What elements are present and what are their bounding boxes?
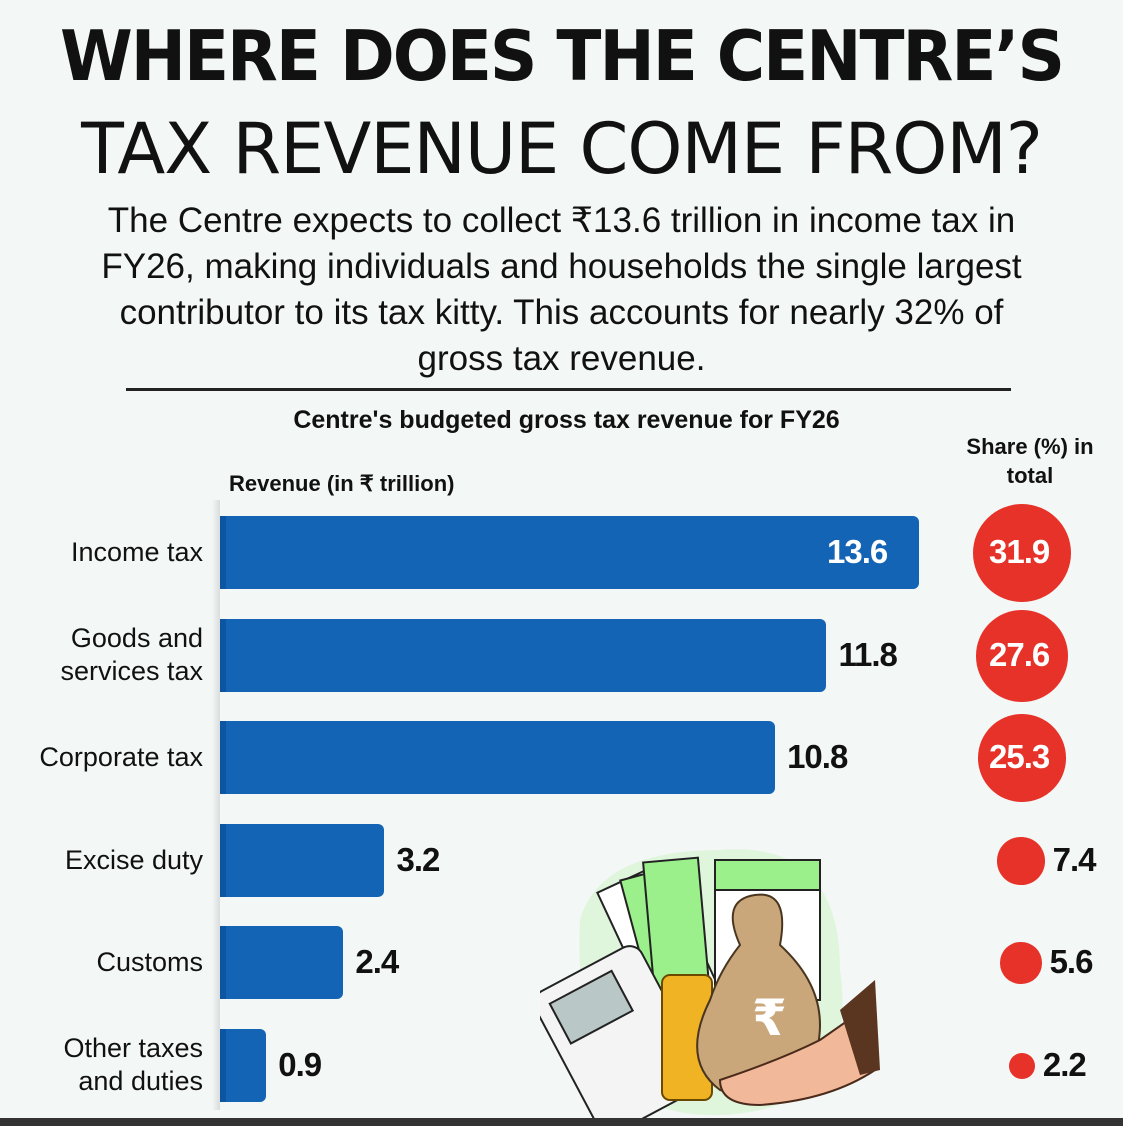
- value-label-goods-and-services-tax: 11.8: [838, 636, 897, 673]
- share-circle-goods-and-services-tax: [976, 610, 1068, 702]
- money-bag-icon: ₹: [696, 893, 821, 1098]
- category-label-goods-and-services-tax: Goods and services tax: [60, 623, 203, 686]
- category-label-corporate-tax: Corporate tax: [39, 742, 203, 772]
- value-label-other-taxes-and-duties: 0.9: [278, 1046, 322, 1083]
- bar-corporate-tax: [220, 721, 776, 794]
- category-label-income-tax: Income tax: [70, 537, 203, 567]
- bar-other-taxes-and-duties: [220, 1029, 267, 1102]
- bottom-border: [0, 1118, 1123, 1126]
- share-label-corporate-tax: 25.3: [989, 738, 1050, 775]
- share-label-customs: 5.6: [1049, 943, 1094, 980]
- category-label-excise-duty: Excise duty: [64, 845, 203, 875]
- value-label-corporate-tax: 10.8: [787, 738, 848, 775]
- bar-income-tax: [220, 516, 919, 589]
- share-label-goods-and-services-tax: 27.6: [989, 636, 1050, 673]
- bar-excise-duty: [220, 824, 385, 897]
- value-label-excise-duty: 3.2: [396, 841, 440, 878]
- bar-customs: [220, 926, 344, 999]
- value-label-customs: 2.4: [355, 943, 399, 980]
- divider: [126, 388, 1011, 391]
- share-circle-customs: [1000, 942, 1042, 984]
- bar-goods-and-services-tax: [220, 619, 827, 692]
- category-label-customs: Customs: [96, 947, 203, 977]
- hand-icon: [718, 980, 880, 1107]
- title-line-2: TAX REVENUE COME FROM?: [81, 108, 1043, 190]
- category-label-other-taxes-and-duties: Other taxes and duties: [63, 1033, 203, 1096]
- value-label-income-tax: 13.6: [827, 533, 888, 570]
- money-illustration: ₹: [540, 849, 880, 1120]
- share-label: Share (%) in total: [966, 434, 1094, 488]
- share-label-income-tax: 31.9: [989, 533, 1050, 570]
- share-circle-excise-duty: [997, 837, 1045, 885]
- title-line-1: WHERE DOES THE CENTRE’S: [59, 16, 1065, 97]
- share-circle-corporate-tax: [978, 714, 1066, 802]
- share-label-excise-duty: 7.4: [1052, 841, 1097, 878]
- rupee-icon: ₹: [752, 989, 787, 1047]
- axis-line: [212, 500, 220, 1110]
- x-axis-label: Revenue (in ₹ trillion): [229, 471, 455, 496]
- chart-title: Centre's budgeted gross tax revenue for …: [293, 406, 840, 434]
- share-circle-other-taxes-and-duties: [1009, 1053, 1035, 1079]
- share-label-other-taxes-and-duties: 2.2: [1042, 1046, 1087, 1083]
- share-circle-income-tax: [972, 503, 1072, 603]
- subtitle: The Centre expects to collect ₹13.6 tril…: [101, 201, 1022, 378]
